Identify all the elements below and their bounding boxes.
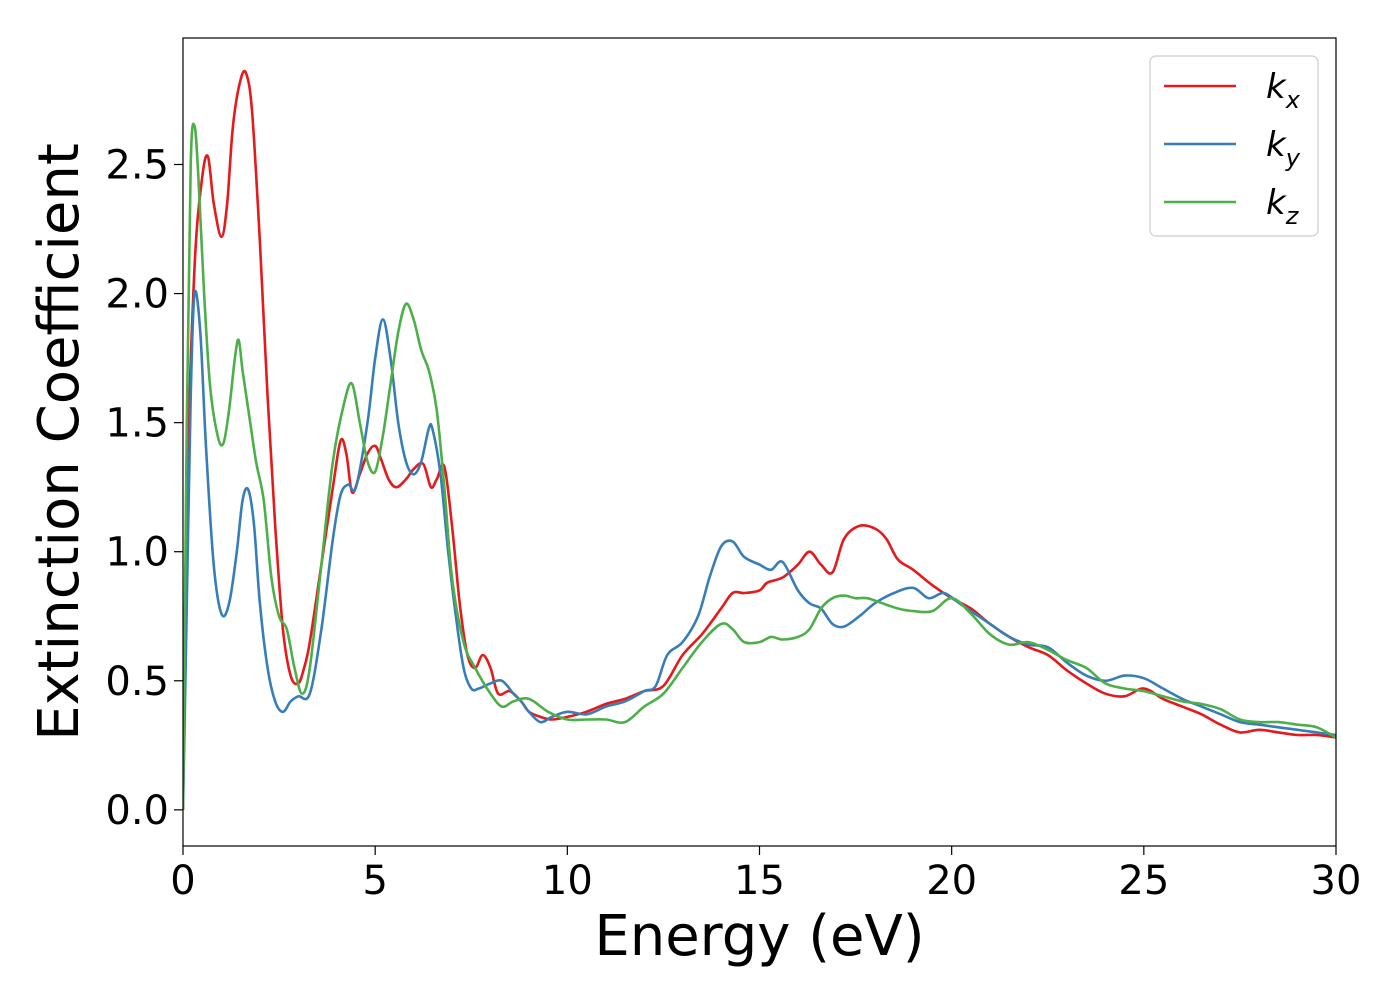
y-tick-label: 1.0 [105, 530, 169, 576]
y-tick-label: 2.0 [105, 272, 169, 318]
x-tick-label: 25 [1118, 858, 1169, 904]
legend-label-subscript: y [1285, 144, 1301, 172]
x-tick-label: 30 [1311, 858, 1362, 904]
y-axis: 0.0 0.5 1.0 1.5 2.0 2.5 [105, 142, 183, 834]
x-tick-label: 0 [170, 858, 195, 904]
x-tick-label: 20 [926, 858, 977, 904]
y-tick-label: 0.0 [105, 788, 169, 834]
legend-label-subscript: z [1285, 202, 1300, 230]
legend-box [1149, 55, 1319, 237]
legend-label-ky: ky [1266, 125, 1301, 172]
x-tick-label: 15 [734, 858, 785, 904]
series-line-ky [183, 289, 1336, 810]
series-layer [183, 69, 1336, 810]
legend-label-main: k [1266, 183, 1287, 223]
legend-label-subscript: x [1285, 86, 1301, 114]
x-axis: 0 5 10 15 20 25 30 [170, 846, 1361, 904]
x-axis-title: Energy (eV) [594, 904, 924, 969]
legend-label-main: k [1266, 125, 1287, 165]
legend-label-main: k [1266, 67, 1287, 107]
series-line-kz [183, 122, 1336, 810]
x-tick-label: 10 [542, 858, 593, 904]
y-tick-label: 1.5 [105, 401, 169, 447]
legend-label-kz: kz [1266, 183, 1300, 230]
legend-label-kx: kx [1266, 67, 1301, 114]
y-axis-title: Extinction Coefficient [27, 143, 92, 741]
x-tick-label: 5 [362, 858, 387, 904]
y-tick-label: 2.5 [105, 142, 169, 188]
y-tick-label: 0.5 [105, 659, 169, 705]
